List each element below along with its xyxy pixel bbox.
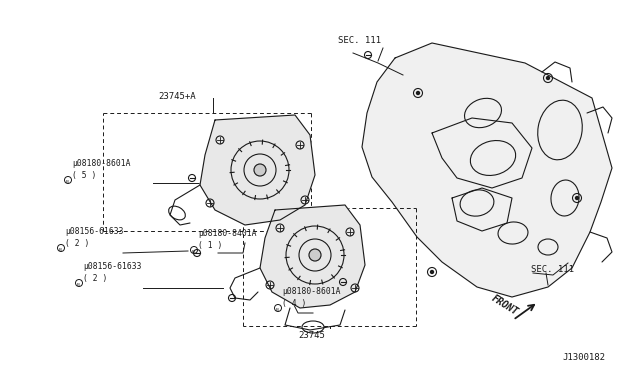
Text: B: B — [191, 250, 194, 254]
Circle shape — [547, 77, 550, 80]
Text: µ08180-8601A
( 4 ): µ08180-8601A ( 4 ) — [282, 287, 340, 308]
Polygon shape — [260, 205, 365, 308]
Circle shape — [431, 270, 433, 273]
Text: 23745: 23745 — [298, 331, 325, 340]
Circle shape — [309, 249, 321, 261]
Text: B: B — [58, 248, 61, 252]
Circle shape — [575, 196, 579, 199]
Text: B: B — [65, 180, 68, 184]
Text: J1300182: J1300182 — [562, 353, 605, 362]
Circle shape — [254, 164, 266, 176]
Polygon shape — [362, 43, 612, 297]
Text: FRONT: FRONT — [490, 293, 520, 317]
Polygon shape — [200, 115, 315, 225]
Text: B: B — [275, 308, 278, 312]
Text: 23745+A: 23745+A — [158, 92, 196, 101]
Text: µ08156-61633
( 2 ): µ08156-61633 ( 2 ) — [65, 227, 124, 248]
Text: µ08180-8601A
( 5 ): µ08180-8601A ( 5 ) — [72, 159, 131, 180]
Text: µ08156-61633
( 2 ): µ08156-61633 ( 2 ) — [83, 262, 141, 283]
Text: µ08180-8401A
( 1 ): µ08180-8401A ( 1 ) — [198, 229, 257, 250]
Circle shape — [417, 92, 419, 94]
Text: B: B — [76, 283, 79, 287]
Text: SEC. 111: SEC. 111 — [531, 265, 574, 274]
Text: SEC. 111: SEC. 111 — [338, 36, 381, 45]
